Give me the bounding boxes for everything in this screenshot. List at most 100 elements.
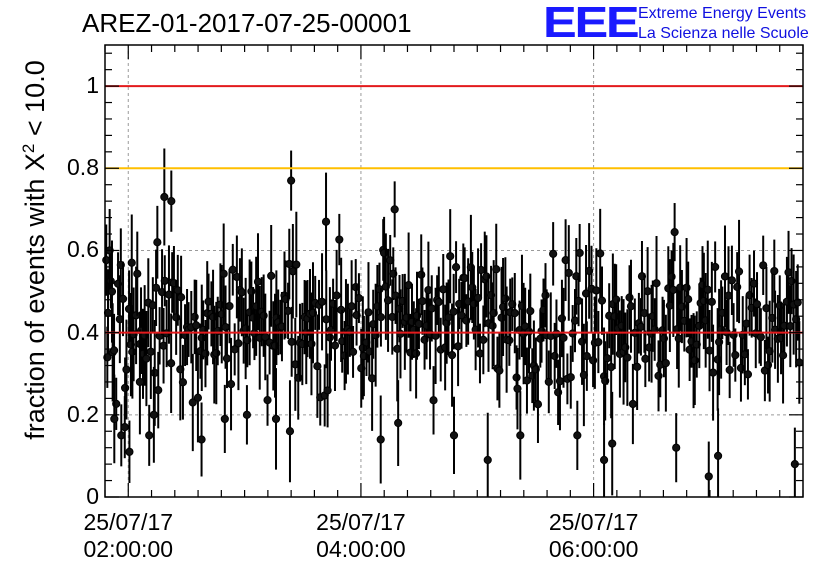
data-point — [122, 365, 131, 374]
data-point — [510, 309, 519, 318]
data-point — [110, 414, 119, 424]
x-tick-time: 04:00:00 — [316, 536, 406, 562]
y-tick-label: 1 — [86, 72, 99, 99]
data-point — [125, 447, 134, 456]
data-point — [145, 431, 154, 440]
data-point — [322, 315, 331, 324]
data-point — [623, 353, 632, 362]
data-point — [330, 341, 340, 350]
data-point — [287, 337, 296, 346]
data-point — [684, 295, 693, 304]
data-point — [234, 339, 243, 348]
data-point — [479, 335, 488, 344]
data-point — [516, 431, 525, 440]
data-point — [734, 267, 744, 276]
data-point — [193, 393, 203, 402]
y-tick-label: 0.2 — [67, 400, 99, 427]
data-point — [177, 293, 186, 302]
data-point — [594, 337, 603, 347]
data-point — [212, 349, 221, 358]
data-point — [573, 431, 582, 440]
data-point — [599, 455, 609, 465]
data-point — [522, 376, 532, 385]
data-point — [533, 400, 543, 409]
data-point — [153, 238, 162, 247]
data-point — [109, 346, 119, 355]
data-point — [225, 301, 234, 311]
logo-mark: EEE — [543, 0, 640, 47]
data-point — [444, 313, 453, 322]
data-point — [473, 293, 483, 303]
data-point — [271, 414, 281, 424]
data-point — [564, 268, 573, 278]
data-point — [253, 277, 263, 286]
data-point — [793, 298, 802, 307]
data-point — [242, 410, 252, 419]
data-point — [418, 297, 427, 306]
data-point — [118, 294, 128, 304]
data-point — [142, 354, 151, 363]
x-tick-label: 25/07/17 02:00:00 — [84, 509, 174, 563]
data-point — [321, 217, 331, 226]
data-point — [628, 399, 637, 409]
x-tick-time: 02:00:00 — [83, 536, 174, 562]
data-point — [566, 373, 575, 382]
data-point — [541, 291, 550, 300]
data-point — [348, 347, 358, 356]
data-point — [575, 248, 584, 258]
data-point — [417, 270, 426, 279]
data-point — [752, 300, 762, 309]
data-point — [625, 293, 634, 302]
data-point — [669, 285, 678, 294]
data-point — [652, 279, 661, 288]
data-point — [219, 269, 228, 278]
data-point — [633, 362, 642, 371]
data-point — [146, 347, 155, 356]
x-tick-time: 06:00:00 — [548, 536, 639, 562]
data-point — [447, 351, 457, 360]
data-point — [220, 414, 229, 424]
data-point — [501, 294, 510, 303]
data-point — [178, 378, 188, 387]
data-point — [513, 384, 522, 393]
data-point — [429, 396, 438, 405]
data-point — [495, 366, 504, 375]
data-point — [672, 443, 681, 452]
data-point — [283, 306, 293, 315]
data-point — [221, 323, 230, 332]
data-point — [449, 307, 458, 316]
data-point — [703, 285, 712, 294]
data-point — [708, 368, 718, 377]
data-point — [132, 311, 141, 320]
data-point — [292, 260, 301, 269]
y-axis-label-tail: < 10.0 — [20, 60, 50, 144]
data-point — [120, 423, 129, 432]
data-point — [237, 288, 246, 297]
data-point — [597, 296, 607, 305]
data-point — [133, 269, 142, 278]
data-point — [713, 451, 723, 461]
data-point — [641, 354, 650, 363]
data-point — [394, 418, 403, 428]
data-point — [596, 249, 605, 258]
data-point — [607, 362, 616, 372]
y-tick-label: 0.8 — [67, 154, 99, 181]
data-point — [197, 435, 206, 444]
data-point — [354, 294, 364, 303]
data-point — [492, 265, 501, 274]
data-point — [608, 439, 617, 448]
data-point — [603, 354, 612, 363]
y-tick-label: 0.6 — [67, 236, 99, 263]
data-point — [188, 398, 197, 407]
measurement-series — [102, 148, 804, 497]
x-tick-label: 25/07/17 04:00:00 — [316, 509, 406, 563]
data-point — [160, 276, 169, 285]
data-point — [383, 296, 393, 305]
data-point — [323, 386, 332, 395]
data-point — [759, 261, 768, 270]
data-point — [770, 266, 779, 276]
data-point — [457, 311, 466, 320]
data-point — [559, 333, 568, 342]
y-tick-label: 0.4 — [67, 318, 99, 345]
data-point — [643, 287, 652, 296]
